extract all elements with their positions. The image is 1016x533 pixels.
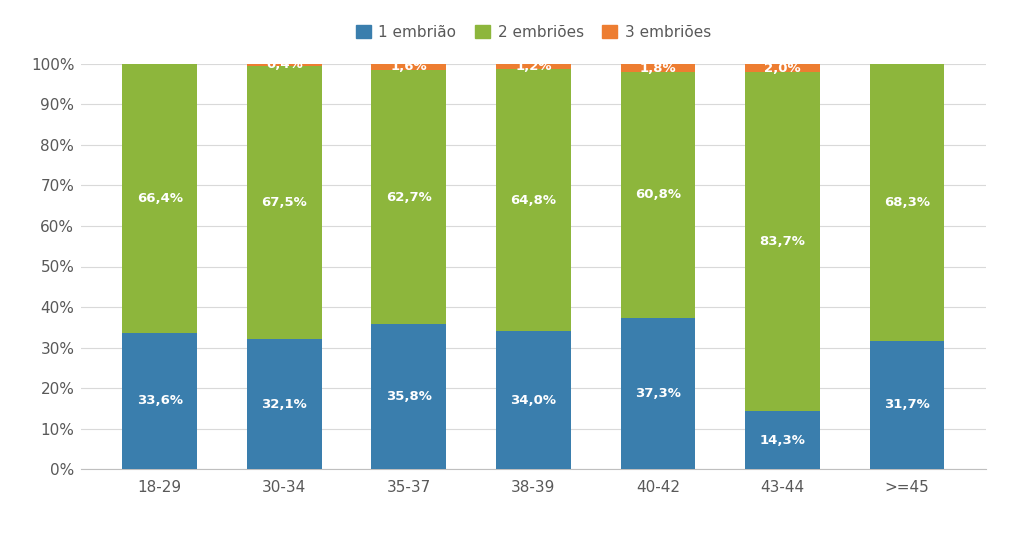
Text: 1,8%: 1,8% (640, 61, 677, 75)
Text: 34,0%: 34,0% (510, 394, 557, 407)
Bar (496, 332, 571, 469)
Text: 33,6%: 33,6% (137, 394, 183, 408)
Bar (247, 66, 322, 339)
Bar (372, 63, 446, 70)
Text: 60,8%: 60,8% (635, 188, 681, 201)
Bar (247, 339, 322, 469)
Text: 14,3%: 14,3% (760, 433, 806, 447)
Text: 66,4%: 66,4% (137, 192, 183, 205)
Bar (122, 64, 197, 333)
Text: 1,2%: 1,2% (515, 60, 552, 73)
Bar (621, 71, 695, 318)
Bar (745, 64, 820, 72)
Bar (870, 64, 945, 341)
Legend: 1 embrião, 2 embriões, 3 embriões: 1 embrião, 2 embriões, 3 embriões (350, 19, 717, 46)
Text: 68,3%: 68,3% (884, 196, 930, 209)
Bar (745, 411, 820, 469)
Text: 67,5%: 67,5% (261, 196, 307, 209)
Bar (496, 69, 571, 332)
Text: 0,4%: 0,4% (266, 58, 303, 71)
Bar (247, 64, 322, 66)
Text: 1,6%: 1,6% (390, 60, 427, 74)
Text: 2,0%: 2,0% (764, 61, 801, 75)
Bar (621, 64, 695, 71)
Bar (870, 341, 945, 469)
Bar (372, 324, 446, 469)
Bar (496, 64, 571, 69)
Text: 35,8%: 35,8% (386, 390, 432, 403)
Text: 62,7%: 62,7% (386, 190, 432, 204)
Bar (122, 333, 197, 469)
Text: 37,3%: 37,3% (635, 387, 681, 400)
Text: 83,7%: 83,7% (760, 235, 806, 248)
Text: 32,1%: 32,1% (261, 398, 307, 410)
Text: 31,7%: 31,7% (884, 398, 930, 411)
Bar (621, 318, 695, 469)
Bar (745, 72, 820, 411)
Text: 64,8%: 64,8% (510, 193, 557, 207)
Bar (372, 70, 446, 324)
